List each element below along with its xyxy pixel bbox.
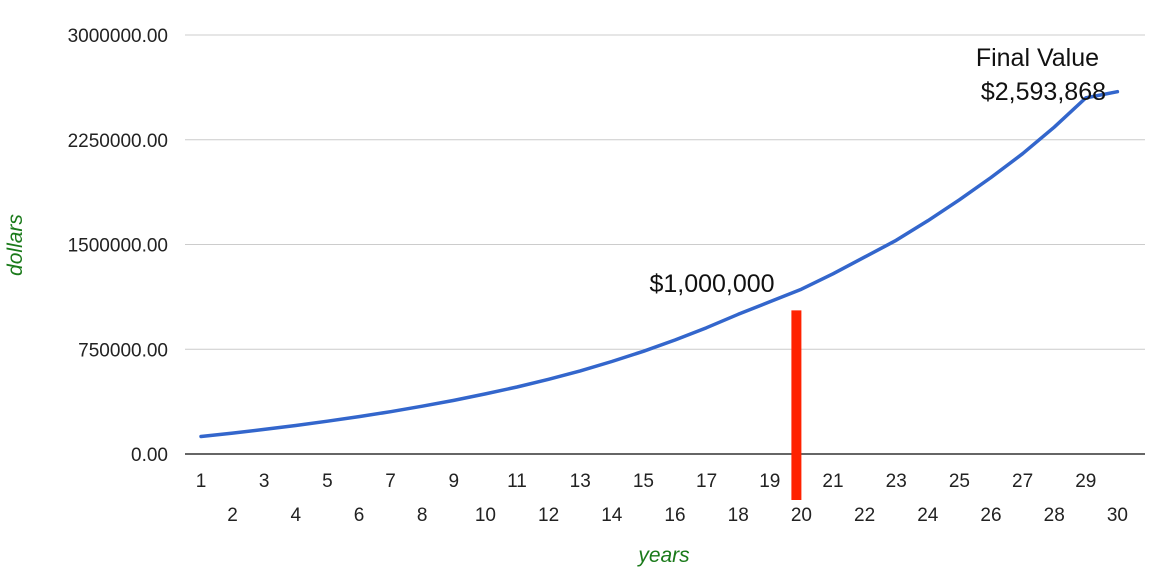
x-tick-label: 5 (322, 471, 333, 492)
final-value-label: Final Value (976, 44, 1099, 72)
x-tick-label: 6 (354, 505, 365, 526)
y-tick-label: 3000000.00 (68, 26, 168, 47)
y-axis-ticks: 0.00 750000.00 1500000.00 2250000.00 3000000… (68, 26, 168, 466)
y-tick-label: 750000.00 (78, 340, 168, 361)
y-tick-label: 0.00 (131, 445, 168, 466)
x-tick-label: 1 (196, 471, 207, 492)
series-line (199, 89, 1120, 439)
x-tick-label: 3 (259, 471, 270, 492)
x-tick-label: 20 (791, 505, 812, 526)
x-tick-label: 16 (664, 505, 685, 526)
x-tick-label: 18 (728, 505, 749, 526)
x-tick-label: 8 (417, 505, 428, 526)
final-value-annotation: Final Value $2,593,868 (976, 44, 1106, 106)
x-tick-label: 14 (601, 505, 623, 526)
final-value-amount: $2,593,868 (981, 78, 1106, 106)
x-tick-label: 21 (822, 471, 843, 492)
x-tick-label: 12 (538, 505, 559, 526)
x-tick-label: 28 (1044, 505, 1065, 526)
x-tick-label: 2 (227, 505, 238, 526)
x-tick-label: 10 (475, 505, 496, 526)
gridlines (185, 34, 1145, 455)
milestone-annotation: $1,000,000 (649, 270, 774, 298)
x-tick-label: 17 (696, 471, 717, 492)
x-axis-ticks: 1234567891011121314151617181920212223242… (196, 471, 1128, 526)
x-tick-label: 13 (570, 471, 591, 492)
x-tick-label: 26 (980, 505, 1001, 526)
x-axis-title: years (636, 544, 690, 567)
x-tick-label: 9 (449, 471, 460, 492)
y-tick-label: 2250000.00 (68, 131, 168, 152)
x-tick-label: 7 (385, 471, 396, 492)
x-tick-label: 22 (854, 505, 875, 526)
x-tick-label: 11 (507, 471, 527, 492)
x-tick-label: 25 (949, 471, 970, 492)
x-tick-label: 23 (886, 471, 907, 492)
x-tick-label: 27 (1012, 471, 1033, 492)
y-tick-label: 1500000.00 (68, 236, 168, 257)
x-tick-label: 29 (1075, 471, 1096, 492)
x-tick-label: 19 (759, 471, 780, 492)
x-tick-label: 24 (917, 505, 939, 526)
x-tick-label: 15 (633, 471, 654, 492)
x-tick-label: 30 (1107, 505, 1128, 526)
y-axis-title: dollars (4, 214, 27, 276)
x-tick-label: 4 (291, 505, 302, 526)
